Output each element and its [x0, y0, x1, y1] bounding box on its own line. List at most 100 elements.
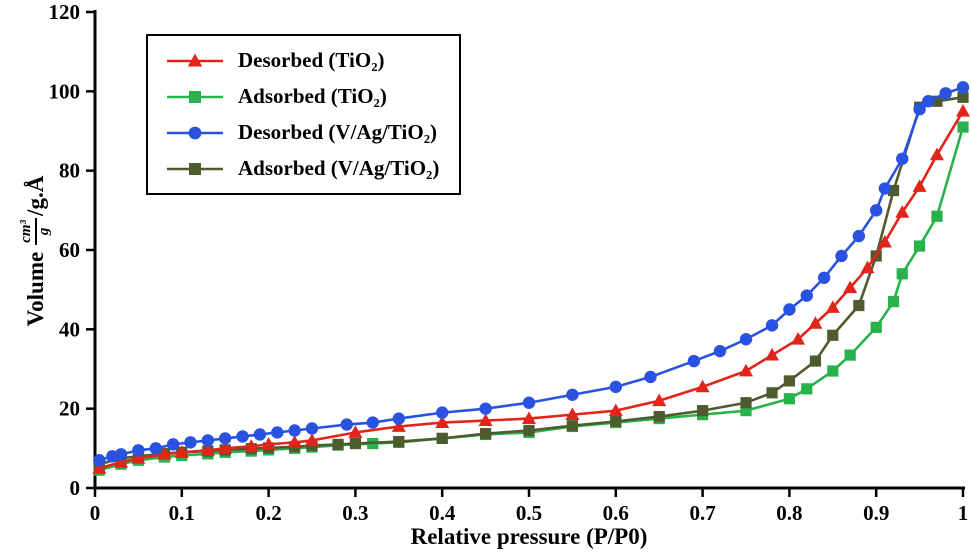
data-point-circle — [236, 430, 249, 443]
data-point-triangle — [843, 280, 858, 294]
data-point-square — [393, 435, 405, 448]
data-point-circle — [852, 229, 866, 243]
data-point-circle — [896, 152, 909, 165]
y-axis-title: Volume cm³ g /g.Å — [15, 91, 57, 411]
x-axis-title: Relative pressure (P/P0) — [410, 524, 648, 549]
data-point-square — [853, 299, 865, 312]
tick-label: 0.7 — [689, 501, 715, 525]
data-point-circle — [271, 426, 284, 439]
data-point-square — [870, 321, 882, 333]
legend-item-adsorbed-vagtio2: Adsorbed (V/Ag/TiO₂) — [164, 156, 439, 181]
data-point-triangle — [478, 413, 493, 426]
tick-label: 0.3 — [342, 501, 368, 525]
data-point-square — [957, 91, 969, 103]
data-point-circle — [253, 428, 267, 441]
data-point-triangle — [305, 433, 319, 446]
legend-item-desorbed-tio2: Desorbed (TiO₂) — [164, 48, 439, 73]
data-point-triangle — [652, 393, 667, 407]
data-point-triangle — [218, 441, 233, 454]
data-point-square — [931, 210, 943, 222]
data-point-square — [914, 240, 926, 252]
data-point-square — [610, 415, 622, 427]
data-point-circle — [305, 422, 319, 435]
data-point-square — [887, 295, 900, 308]
tick-label: 120 — [49, 0, 81, 24]
tick-label: 0 — [90, 501, 101, 525]
data-point-triangle — [695, 379, 710, 393]
series-2 — [93, 81, 970, 467]
data-point-circle — [566, 388, 579, 401]
data-point-circle — [392, 412, 405, 425]
data-point-circle — [913, 102, 926, 116]
data-point-circle — [644, 370, 657, 384]
data-point-triangle — [895, 205, 910, 218]
legend-item-desorbed-vagtio2: Desorbed (V/Ag/TiO₂) — [164, 120, 439, 145]
tick-label: 40 — [59, 317, 80, 341]
data-point-circle — [783, 303, 796, 316]
tick-label: 1 — [958, 501, 969, 525]
legend-marker-adsorbed-vagtio2-icon — [167, 162, 223, 175]
data-point-circle — [765, 319, 779, 332]
data-point-circle — [166, 438, 180, 451]
data-point-square — [783, 393, 795, 405]
data-point-triangle — [200, 443, 215, 456]
data-point-triangle — [608, 403, 623, 417]
data-point-circle — [713, 344, 727, 358]
legend-label: Desorbed (TiO₂) — [238, 48, 385, 72]
data-point-square — [349, 437, 361, 450]
data-point-triangle — [174, 445, 189, 458]
data-point-square — [436, 432, 448, 445]
legend-item-adsorbed-tio2: Adsorbed (TiO₂) — [164, 84, 439, 109]
data-point-square — [766, 387, 778, 399]
tick-label: 0.5 — [516, 501, 542, 525]
data-point-triangle — [791, 332, 806, 345]
data-point-circle — [288, 424, 301, 437]
data-point-square — [653, 411, 665, 423]
data-point-square — [931, 95, 943, 107]
data-point-circle — [522, 396, 536, 409]
data-point-circle — [479, 402, 492, 415]
data-point-circle — [878, 182, 892, 195]
data-point-triangle — [739, 363, 753, 377]
data-point-circle — [687, 354, 701, 368]
tick-label: 100 — [49, 79, 81, 103]
data-point-square — [523, 424, 535, 437]
tick-label: 80 — [59, 159, 80, 183]
tick-label: 0 — [70, 476, 81, 500]
data-point-square — [783, 375, 795, 387]
legend-marker-adsorbed-tio2-icon — [167, 90, 223, 103]
data-point-square — [740, 405, 752, 417]
data-point-square — [887, 184, 900, 197]
data-point-triangle — [912, 179, 927, 192]
legend-circle-icon — [188, 126, 202, 139]
data-point-circle — [219, 432, 232, 445]
data-point-circle — [149, 442, 162, 455]
data-point-circle — [340, 418, 353, 431]
y-axis-title-fraction: cm³ g — [18, 217, 52, 245]
data-point-circle — [817, 271, 831, 284]
data-point-triangle — [131, 451, 146, 464]
legend-marker-desorbed-vagtio2-icon — [167, 126, 223, 139]
tick-label: 0.9 — [863, 501, 889, 525]
data-point-triangle — [929, 147, 944, 161]
data-point-circle — [436, 406, 449, 419]
legend: Desorbed (TiO₂) Adsorbed (TiO₂) Desorbed… — [146, 34, 462, 195]
data-point-circle — [609, 380, 622, 394]
y-axis-title-suffix: /g.Å — [23, 175, 48, 216]
legend-label: Desorbed (V/Ag/TiO₂) — [238, 120, 437, 144]
data-point-triangle — [391, 419, 406, 432]
data-point-square — [697, 405, 709, 417]
data-point-triangle — [808, 316, 823, 329]
data-point-square — [480, 428, 492, 440]
data-point-circle — [132, 444, 145, 457]
data-point-circle — [835, 249, 848, 263]
data-point-circle — [114, 448, 128, 461]
y-axis-title-prefix: Volume — [23, 251, 48, 327]
data-point-square — [827, 329, 839, 341]
data-point-triangle — [765, 347, 780, 361]
data-point-circle — [201, 434, 215, 447]
data-point-square — [957, 121, 969, 133]
data-point-circle — [922, 95, 935, 108]
data-point-triangle — [877, 234, 892, 248]
